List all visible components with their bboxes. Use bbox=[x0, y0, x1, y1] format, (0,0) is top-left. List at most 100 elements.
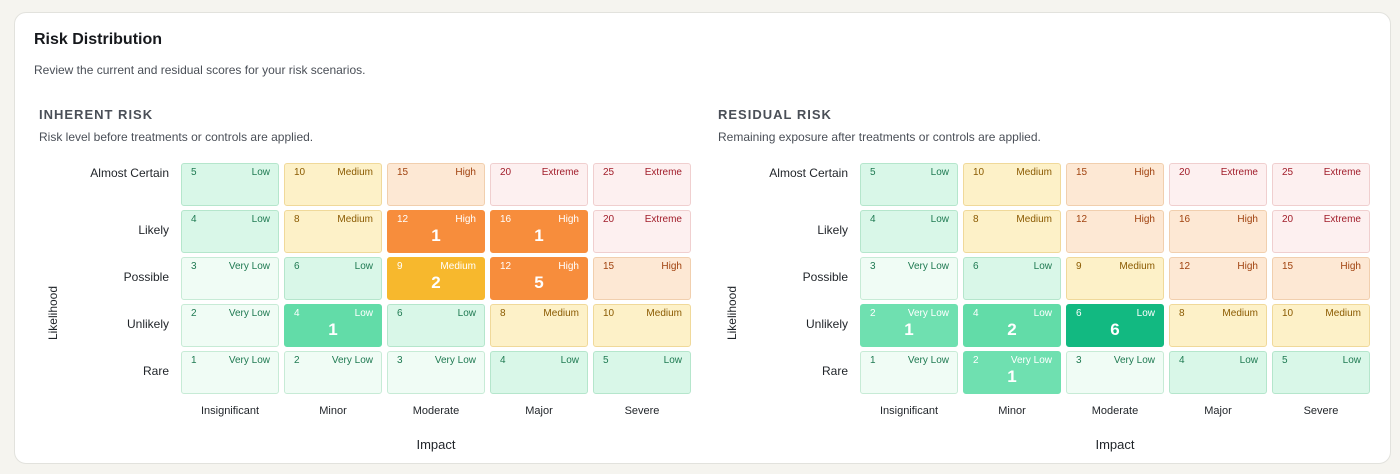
risk-cell[interactable]: 20 Extreme bbox=[1169, 163, 1267, 206]
risk-level: Extreme bbox=[541, 167, 579, 178]
risk-cell[interactable]: 5 Low bbox=[181, 163, 279, 206]
risk-level: Low bbox=[663, 355, 682, 366]
risk-cell[interactable]: 5 Low bbox=[593, 351, 691, 394]
risk-score: 10 bbox=[973, 167, 985, 178]
risk-score: 1 bbox=[191, 355, 197, 366]
risk-cell[interactable]: 10 Medium bbox=[593, 304, 691, 347]
risk-cell[interactable]: 2 Very Low bbox=[284, 351, 382, 394]
risk-cell[interactable]: 8 Medium bbox=[1169, 304, 1267, 347]
risk-cell[interactable]: 3 Very Low bbox=[860, 257, 958, 300]
risk-level: Medium bbox=[646, 308, 682, 319]
likelihood-row-label: Unlikely bbox=[126, 317, 169, 331]
risk-cell[interactable]: 20 Extreme bbox=[490, 163, 588, 206]
risk-cell[interactable]: 3 Very Low bbox=[181, 257, 279, 300]
risk-cell[interactable]: 15 High bbox=[387, 163, 485, 206]
risk-score: 5 bbox=[870, 167, 876, 178]
risk-level: Medium bbox=[1016, 214, 1052, 225]
risk-cell[interactable]: 15 High bbox=[1272, 257, 1370, 300]
risk-cell[interactable]: 9 Medium bbox=[1066, 257, 1164, 300]
likelihood-row-label: Likely bbox=[817, 223, 848, 237]
risk-cell[interactable]: 2 Very Low bbox=[181, 304, 279, 347]
risk-cell[interactable]: 4 Low bbox=[1169, 351, 1267, 394]
risk-level: Very Low bbox=[1010, 355, 1052, 366]
risk-cell[interactable]: 6 Low 6 bbox=[1066, 304, 1164, 347]
risk-cell[interactable]: 4 Low bbox=[860, 210, 958, 253]
risk-score: 4 bbox=[1179, 355, 1185, 366]
risk-level: Medium bbox=[543, 308, 579, 319]
risk-level: Extreme bbox=[1323, 214, 1361, 225]
risk-score: 3 bbox=[1076, 355, 1082, 366]
likelihood-row-label: Likely bbox=[138, 223, 169, 237]
risk-cell[interactable]: 4 Low 1 bbox=[284, 304, 382, 347]
risk-cell[interactable]: 25 Extreme bbox=[593, 163, 691, 206]
risk-cell[interactable]: 3 Very Low bbox=[1066, 351, 1164, 394]
risk-score: 2 bbox=[973, 355, 979, 366]
risk-cell[interactable]: 10 Medium bbox=[284, 163, 382, 206]
risk-cell[interactable]: 12 High 5 bbox=[490, 257, 588, 300]
risk-cell[interactable]: 1 Very Low bbox=[860, 351, 958, 394]
risk-cell[interactable]: 4 Low 2 bbox=[963, 304, 1061, 347]
risk-cell[interactable]: 25 Extreme bbox=[1272, 163, 1370, 206]
risk-cell[interactable]: 16 High 1 bbox=[490, 210, 588, 253]
risk-score: 2 bbox=[294, 355, 300, 366]
likelihood-row-label: Rare bbox=[142, 364, 169, 378]
risk-level: Low bbox=[251, 214, 270, 225]
risk-level: Medium bbox=[337, 214, 373, 225]
likelihood-axis-label: Likelihood bbox=[46, 285, 60, 341]
risk-cell[interactable]: 3 Very Low bbox=[387, 351, 485, 394]
risk-score: 12 bbox=[397, 214, 409, 225]
likelihood-row-label: Unlikely bbox=[805, 317, 848, 331]
risk-level: Low bbox=[1342, 355, 1361, 366]
risk-cell[interactable]: 9 Medium 2 bbox=[387, 257, 485, 300]
risk-cell[interactable]: 8 Medium bbox=[490, 304, 588, 347]
risk-cell[interactable]: 8 Medium bbox=[963, 210, 1061, 253]
risk-score: 6 bbox=[397, 308, 403, 319]
risk-cell[interactable]: 12 High bbox=[1169, 257, 1267, 300]
risk-cell[interactable]: 15 High bbox=[593, 257, 691, 300]
risk-score: 20 bbox=[1179, 167, 1191, 178]
likelihood-row-label: Almost Certain bbox=[769, 166, 848, 180]
risk-cell[interactable]: 5 Low bbox=[1272, 351, 1370, 394]
risk-cell[interactable]: 15 High bbox=[1066, 163, 1164, 206]
risk-level: Low bbox=[1136, 308, 1155, 319]
risk-cell[interactable]: 16 High bbox=[1169, 210, 1267, 253]
risk-cell[interactable]: 12 High bbox=[1066, 210, 1164, 253]
risk-cell[interactable]: 20 Extreme bbox=[593, 210, 691, 253]
risk-cell[interactable]: 4 Low bbox=[490, 351, 588, 394]
impact-column-label: Insignificant bbox=[879, 405, 939, 417]
risk-level: High bbox=[1134, 214, 1155, 225]
risk-score: 20 bbox=[1282, 214, 1294, 225]
risk-cell[interactable]: 1 Very Low bbox=[181, 351, 279, 394]
risk-cell[interactable]: 10 Medium bbox=[963, 163, 1061, 206]
risk-score: 3 bbox=[870, 261, 876, 272]
risk-cell[interactable]: 20 Extreme bbox=[1272, 210, 1370, 253]
risk-cell[interactable]: 5 Low bbox=[860, 163, 958, 206]
likelihood-row-label: Possible bbox=[802, 270, 848, 284]
impact-column-label: Major bbox=[1204, 405, 1232, 417]
risk-cell[interactable]: 2 Very Low 1 bbox=[860, 304, 958, 347]
risk-cell[interactable]: 6 Low bbox=[963, 257, 1061, 300]
risk-score: 9 bbox=[1076, 261, 1082, 272]
risk-score: 5 bbox=[603, 355, 609, 366]
impact-column-label: Insignificant bbox=[200, 405, 260, 417]
risk-score: 8 bbox=[294, 214, 300, 225]
risk-score: 15 bbox=[1282, 261, 1294, 272]
risk-level: Medium bbox=[1016, 167, 1052, 178]
inherent-risk-panel: INHERENT RISK Risk level before treatmen… bbox=[39, 107, 719, 452]
scenario-count: 1 bbox=[534, 226, 544, 245]
risk-cell[interactable]: 10 Medium bbox=[1272, 304, 1370, 347]
risk-level: Low bbox=[930, 214, 949, 225]
risk-score: 25 bbox=[603, 167, 615, 178]
risk-cell[interactable]: 6 Low bbox=[284, 257, 382, 300]
risk-score: 4 bbox=[870, 214, 876, 225]
risk-score: 6 bbox=[294, 261, 300, 272]
risk-cell[interactable]: 8 Medium bbox=[284, 210, 382, 253]
risk-cell[interactable]: 4 Low bbox=[181, 210, 279, 253]
risk-level: High bbox=[455, 167, 476, 178]
risk-level: Very Low bbox=[331, 355, 373, 366]
risk-level: Low bbox=[1033, 261, 1052, 272]
risk-cell[interactable]: 6 Low bbox=[387, 304, 485, 347]
risk-cell[interactable]: 2 Very Low 1 bbox=[963, 351, 1061, 394]
risk-cell[interactable]: 12 High 1 bbox=[387, 210, 485, 253]
risk-score: 2 bbox=[870, 308, 876, 319]
